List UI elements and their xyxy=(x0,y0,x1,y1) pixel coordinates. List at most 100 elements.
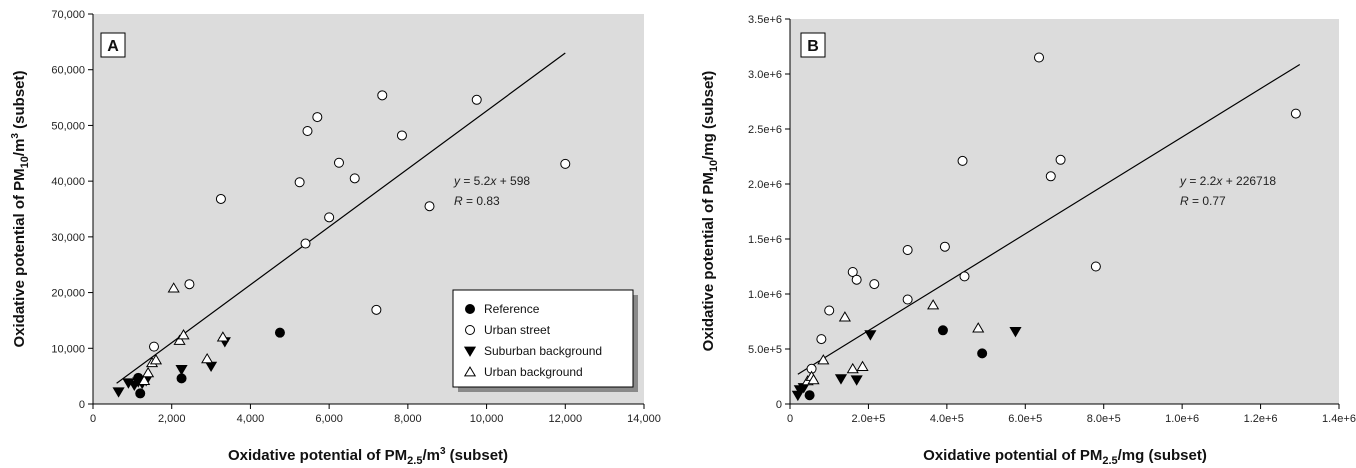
point-urban-background xyxy=(142,366,155,378)
legend-box xyxy=(452,289,634,388)
panel-a-y-axis-title: Oxidative potential of PM10/m3 (subset) xyxy=(10,70,31,347)
y-tick-label: 0 xyxy=(776,399,782,411)
y-tick-label: 50,000 xyxy=(51,120,85,132)
legend-marker-suburban-background xyxy=(463,346,477,357)
point-urban-street xyxy=(560,158,571,169)
x-tick-label: 4,000 xyxy=(237,413,265,425)
point-urban-background xyxy=(138,374,151,385)
x-tick-label: 1.2e+6 xyxy=(1244,413,1278,425)
point-urban-street xyxy=(349,173,360,184)
point-urban-street xyxy=(1290,108,1301,119)
legend-label-urban-background: Urban background xyxy=(484,365,583,379)
x-tick-label: 8.0e+5 xyxy=(1087,413,1121,425)
panel-b-x-axis-title: Oxidative potential of PM2.5/mg (subset) xyxy=(923,447,1207,467)
panel-b-plot-area xyxy=(790,19,1339,404)
x-tick-label: 2,000 xyxy=(158,413,186,425)
x-tick-label: 2.0e+5 xyxy=(851,413,885,425)
point-urban-background xyxy=(173,334,186,345)
legend-label-suburban-background: Suburban background xyxy=(484,344,602,358)
legend-marker-urban-background xyxy=(463,366,477,377)
point-urban-street xyxy=(824,305,835,316)
point-urban-street xyxy=(333,157,344,168)
panel-b-chart: 0 2.0e+5 4.0e+5 6.0e+5 8.0e+5 1.0e+6 1.2e+6 1.4… xyxy=(700,14,1356,467)
point-urban-street xyxy=(300,238,311,249)
point-urban-street xyxy=(471,94,482,105)
point-suburban-background xyxy=(834,374,848,385)
point-urban-background xyxy=(838,311,851,322)
x-tick-label: 8,000 xyxy=(394,413,422,425)
point-urban-street xyxy=(149,341,160,352)
panel-a-regression-line xyxy=(116,52,566,384)
panel-a-letter-box xyxy=(100,32,126,58)
y-tick-label: 30,000 xyxy=(51,232,85,244)
point-suburban-background xyxy=(1009,327,1022,338)
legend: Reference Urban street Suburban background… xyxy=(452,289,638,392)
point-urban-background xyxy=(807,373,820,385)
point-urban-street xyxy=(377,90,388,101)
point-urban-street xyxy=(184,279,195,290)
point-urban-street xyxy=(847,267,858,277)
point-urban-street xyxy=(396,130,407,141)
point-urban-street xyxy=(1090,261,1101,272)
y-tick-label: 10,000 xyxy=(51,343,85,355)
point-suburban-background xyxy=(112,387,125,398)
point-urban-street xyxy=(851,274,862,285)
point-urban-background xyxy=(201,352,214,364)
point-urban-street xyxy=(324,212,335,223)
point-urban-background xyxy=(972,322,985,333)
point-urban-street xyxy=(959,271,970,282)
point-urban-street xyxy=(957,155,968,166)
legend-label-urban-street: Urban street xyxy=(484,323,551,337)
x-tick-label: 12,000 xyxy=(548,413,582,425)
x-tick-label: 6,000 xyxy=(315,413,343,425)
y-tick-label: 20,000 xyxy=(51,288,85,300)
point-urban-street xyxy=(302,126,313,136)
panel-b-points xyxy=(791,52,1301,402)
point-suburban-background xyxy=(175,365,188,376)
point-urban-background xyxy=(817,354,830,365)
point-urban-street xyxy=(869,279,880,290)
panel-b-regression-line xyxy=(797,63,1301,375)
panel-b-fit-r: R = 0.77 xyxy=(1180,194,1226,208)
point-urban-background xyxy=(216,331,229,342)
point-urban-background xyxy=(856,360,869,371)
point-urban-street xyxy=(1045,171,1056,182)
x-tick-label: 0 xyxy=(787,413,793,425)
y-tick-label: 40,000 xyxy=(51,176,85,188)
point-urban-street xyxy=(1055,154,1066,165)
y-tick-label: 3.0e+6 xyxy=(748,69,782,81)
legend-label-reference: Reference xyxy=(484,302,540,316)
x-tick-label: 1.0e+6 xyxy=(1165,413,1199,425)
legend-marker-reference xyxy=(465,304,475,314)
point-urban-street xyxy=(294,177,305,188)
x-tick-label: 10,000 xyxy=(470,413,504,425)
x-tick-label: 6.0e+5 xyxy=(1008,413,1042,425)
point-urban-background xyxy=(149,354,163,365)
y-tick-label: 70,000 xyxy=(51,9,85,21)
panel-a-ticks: 0 2,000 4,000 6,000 8,000 10,000 12,000 14,000 0… xyxy=(51,9,660,425)
point-urban-street xyxy=(312,112,323,123)
panel-a-fit-equation: y = 5.2x + 598 xyxy=(453,174,530,188)
point-urban-street xyxy=(1034,52,1045,63)
panel-b-ticks: 0 2.0e+5 4.0e+5 6.0e+5 8.0e+5 1.0e+6 1.2e+6 1.4… xyxy=(748,14,1356,425)
panel-b-y-axis-title: Oxidative potential of PM10/mg (subset) xyxy=(700,71,720,352)
y-tick-label: 60,000 xyxy=(51,65,85,77)
point-urban-background xyxy=(177,328,190,340)
y-tick-label: 1.5e+6 xyxy=(748,234,782,246)
panel-a-letter: A xyxy=(107,38,119,55)
point-reference xyxy=(937,325,948,336)
y-tick-label: 5.0e+5 xyxy=(748,344,782,356)
point-urban-street xyxy=(215,193,226,204)
point-urban-street xyxy=(939,241,950,252)
point-reference xyxy=(804,390,815,401)
y-tick-label: 0 xyxy=(79,399,85,411)
panel-a-fit-r: R = 0.83 xyxy=(454,194,500,208)
y-tick-label: 3.5e+6 xyxy=(748,14,782,26)
y-tick-label: 2.5e+6 xyxy=(748,124,782,136)
point-suburban-background xyxy=(850,375,863,386)
y-tick-label: 1.0e+6 xyxy=(748,289,782,301)
point-urban-street xyxy=(902,245,913,255)
panel-a-chart: 0 2,000 4,000 6,000 8,000 10,000 12,000 14,000 0… xyxy=(10,9,661,467)
x-tick-label: 4.0e+5 xyxy=(930,413,964,425)
